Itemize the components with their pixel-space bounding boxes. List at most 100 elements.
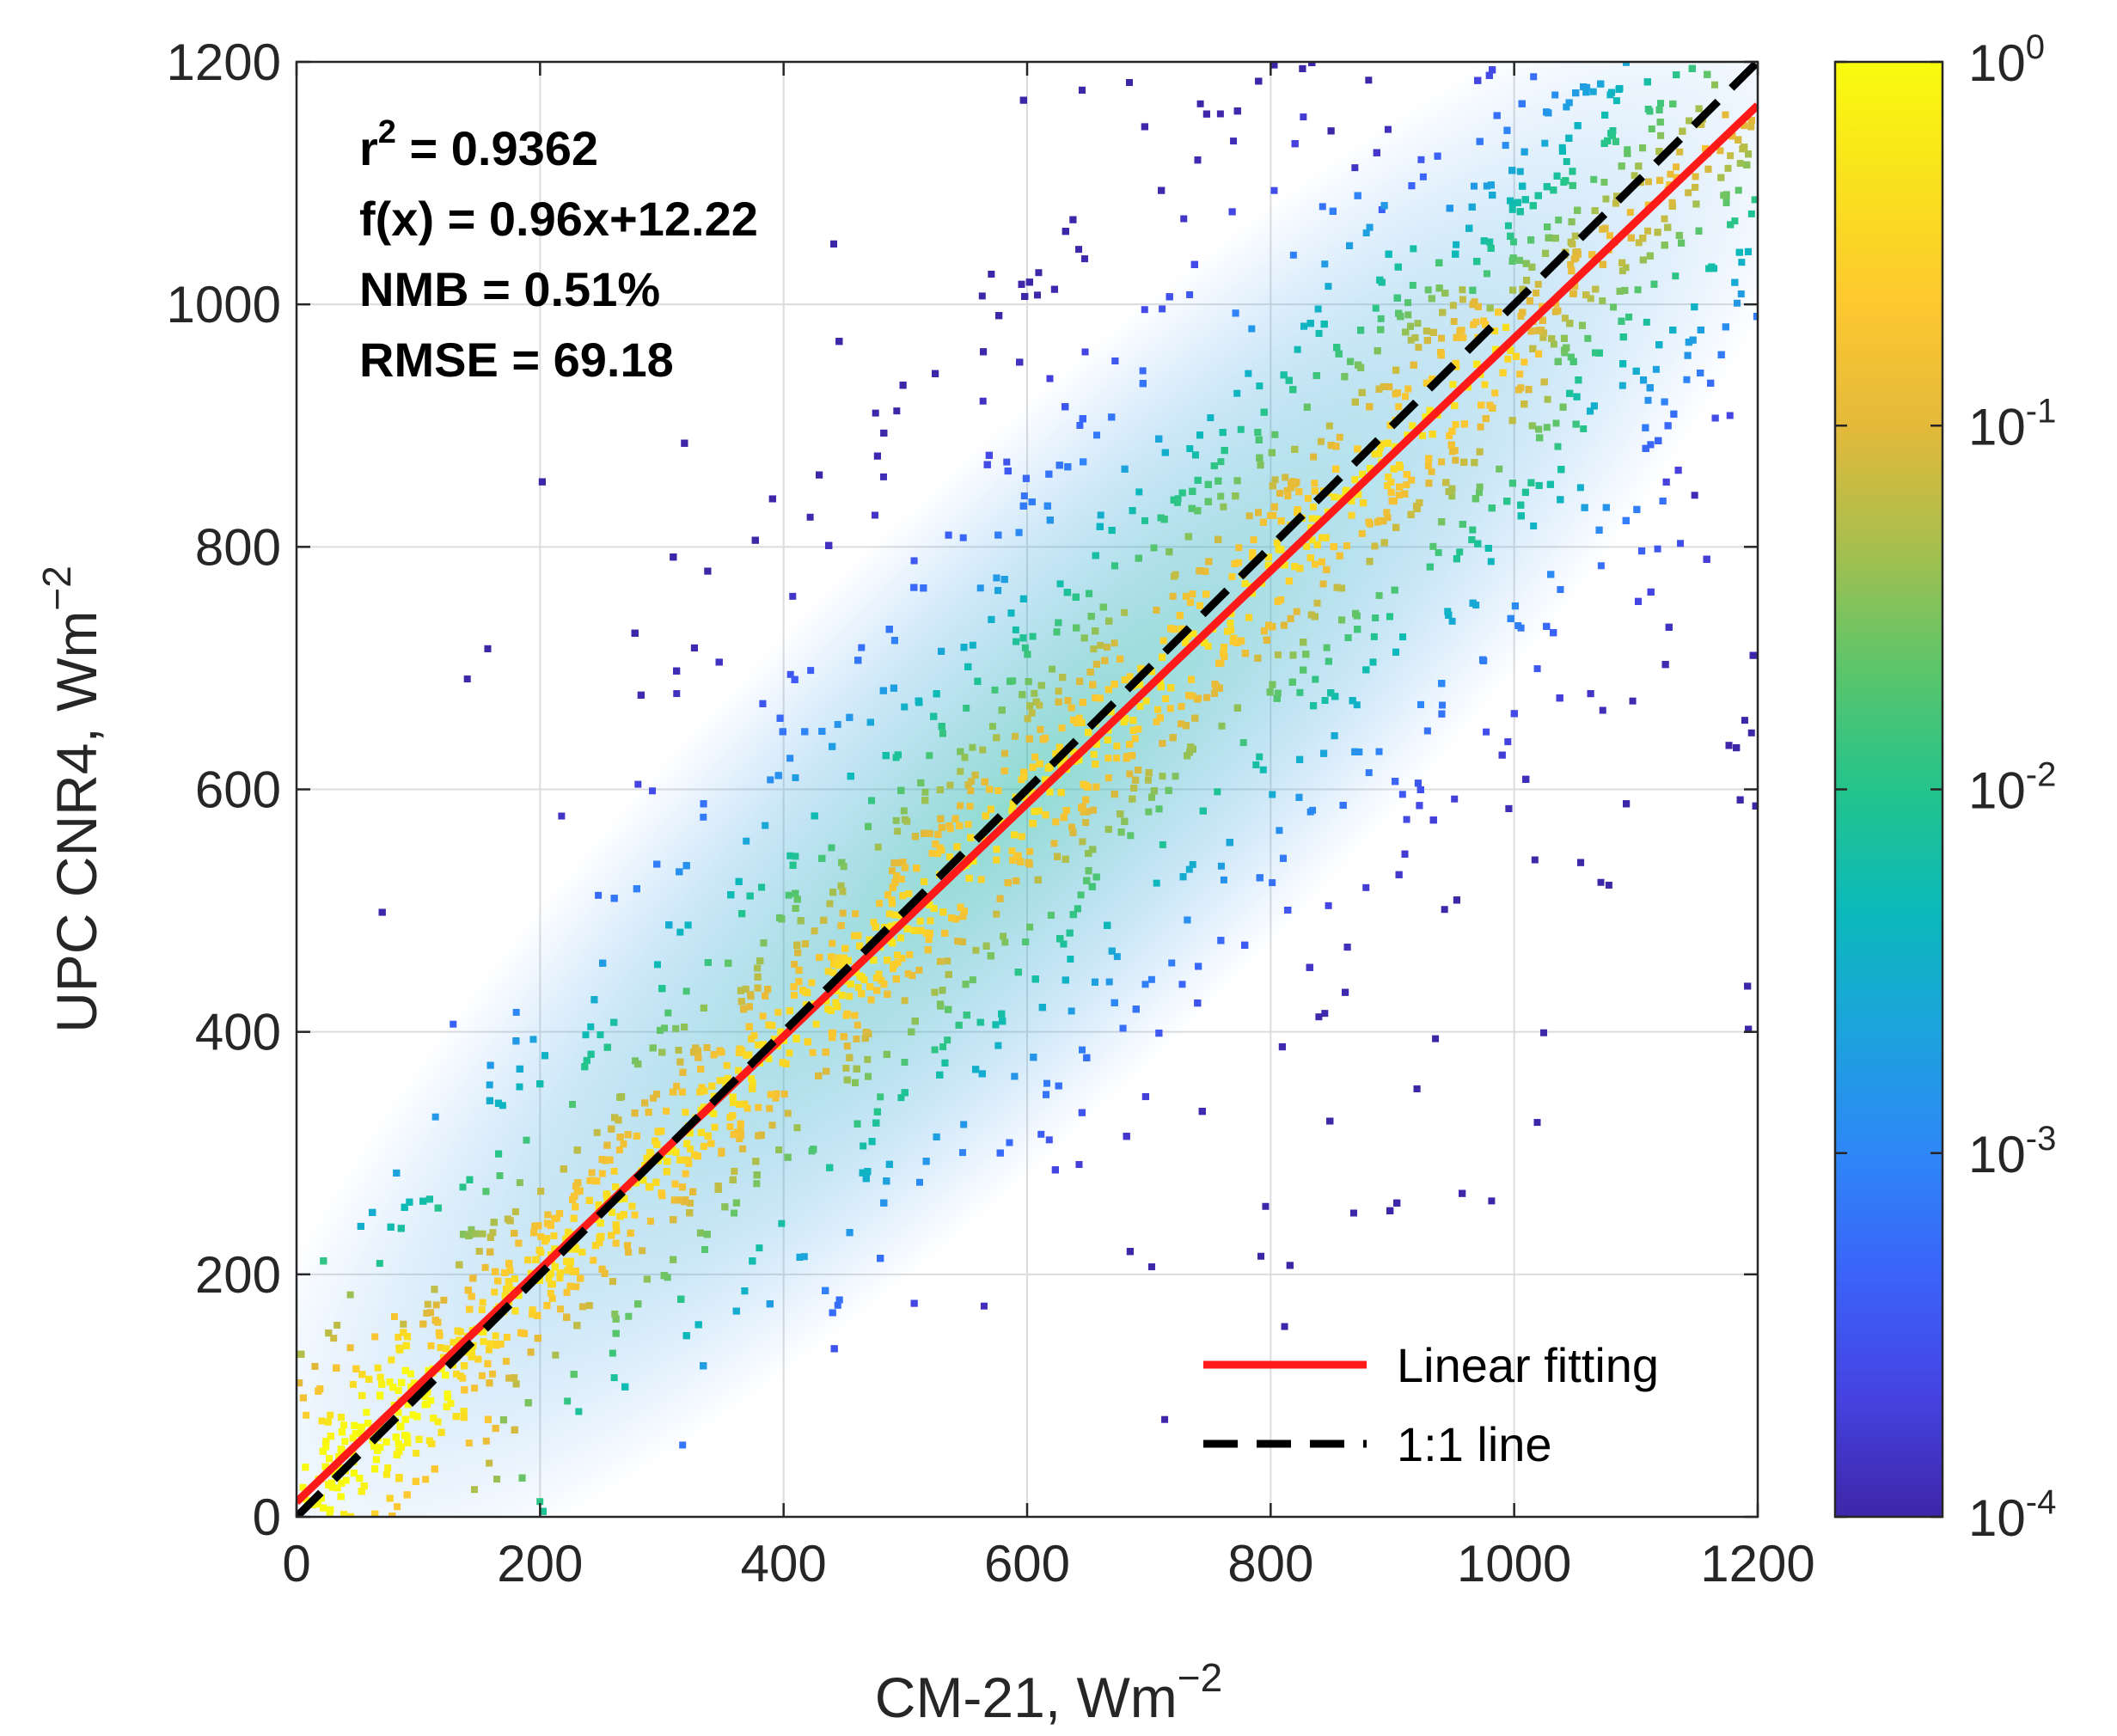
scatter-point (1391, 586, 1398, 594)
scatter-point (527, 1348, 535, 1356)
scatter-point (1085, 850, 1092, 858)
scatter-point (1551, 308, 1559, 315)
scatter-point (1155, 805, 1163, 813)
scatter-point (718, 1048, 725, 1056)
scatter-point (1484, 544, 1492, 552)
scatter-point (615, 1146, 623, 1154)
scatter-point (1486, 401, 1494, 409)
scatter-point (1103, 644, 1111, 651)
scatter-point (736, 1135, 743, 1143)
scatter-point (1380, 517, 1387, 525)
scatter-point (1056, 935, 1064, 943)
scatter-point (843, 1042, 851, 1050)
scatter-point (1182, 592, 1190, 600)
scatter-point (892, 975, 900, 983)
scatter-point (1352, 609, 1360, 617)
scatter-point (492, 1268, 499, 1275)
scatter-point (1079, 838, 1086, 846)
scatter-point (1459, 296, 1466, 303)
scatter-point (1635, 239, 1643, 247)
scatter-point (1131, 735, 1139, 743)
scatter-point (976, 1018, 984, 1026)
scatter-point (553, 1214, 560, 1222)
scatter-point (839, 909, 847, 917)
scatter-point (1672, 272, 1680, 280)
scatter-point (946, 781, 954, 789)
scatter-point (598, 1265, 606, 1273)
scatter-point (1362, 666, 1370, 674)
scatter-point (1697, 326, 1704, 333)
scatter-point (1059, 674, 1067, 682)
scatter-point (1159, 773, 1166, 780)
scatter-point (1573, 393, 1581, 400)
scatter-point (890, 859, 898, 867)
scatter-point (700, 813, 707, 821)
scatter-point (1172, 773, 1179, 780)
scatter-point (1263, 636, 1270, 644)
scatter-point (1289, 651, 1297, 659)
scatter-point (1407, 336, 1415, 344)
scatter-point (1656, 176, 1664, 184)
scatter-point (899, 859, 907, 866)
scatter-point (1669, 327, 1677, 334)
scatter-point (892, 754, 900, 761)
scatter-point (434, 1318, 442, 1326)
scatter-point (1294, 345, 1301, 353)
scatter-point (731, 1209, 738, 1217)
scatter-point (785, 891, 792, 899)
scatter-point (995, 312, 1003, 320)
scatter-point (1618, 162, 1625, 170)
scatter-point (1028, 709, 1036, 717)
scatter-point (797, 917, 805, 925)
scatter-point (658, 985, 666, 993)
scatter-point (946, 825, 954, 833)
scatter-point (1159, 739, 1166, 747)
scatter-point (1618, 317, 1625, 325)
scatter-point (1489, 66, 1496, 74)
scatter-point (1569, 241, 1576, 248)
scatter-point (1029, 633, 1037, 640)
scatter-point (1566, 389, 1574, 397)
scatter-point (1186, 290, 1194, 298)
scatter-point (1086, 669, 1094, 676)
scatter-point (1347, 358, 1355, 365)
scatter-point (1024, 715, 1031, 723)
scatter-point (501, 1268, 509, 1276)
scatter-point (1394, 263, 1402, 271)
scatter-point (682, 987, 690, 995)
scatter-point (1606, 91, 1614, 99)
scatter-point (1310, 453, 1318, 461)
scatter-point (1232, 492, 1239, 500)
scatter-point (587, 1050, 595, 1058)
scatter-point (1535, 481, 1543, 489)
scatter-point (1692, 183, 1699, 191)
scatter-point (573, 1322, 581, 1330)
scatter-point (1047, 911, 1055, 919)
scatter-point (492, 1425, 499, 1433)
scatter-point (1194, 476, 1202, 484)
scatter-point (653, 860, 661, 868)
scatter-point (1408, 476, 1416, 484)
scatter-point (1572, 89, 1580, 97)
scatter-point (1372, 304, 1380, 312)
scatter-point (690, 644, 698, 651)
scatter-point (1633, 505, 1641, 513)
scatter-point (1425, 455, 1433, 462)
scatter-point (534, 1311, 541, 1319)
scatter-point (957, 903, 964, 911)
scatter-point (1429, 542, 1437, 550)
scatter-point (1717, 351, 1725, 358)
scatter-point (1590, 175, 1598, 183)
scatter-point (1111, 999, 1118, 1006)
scatter-point (1604, 137, 1612, 144)
scatter-point (311, 1362, 319, 1370)
scatter-point (496, 1172, 504, 1180)
scatter-point (1528, 422, 1536, 430)
scatter-point (815, 1072, 823, 1079)
scatter-point (756, 957, 764, 965)
scatter-point (1104, 921, 1111, 929)
scatter-point (595, 891, 603, 899)
scatter-point (1196, 431, 1204, 439)
scatter-point (1691, 492, 1698, 499)
scatter-point (1574, 122, 1582, 130)
